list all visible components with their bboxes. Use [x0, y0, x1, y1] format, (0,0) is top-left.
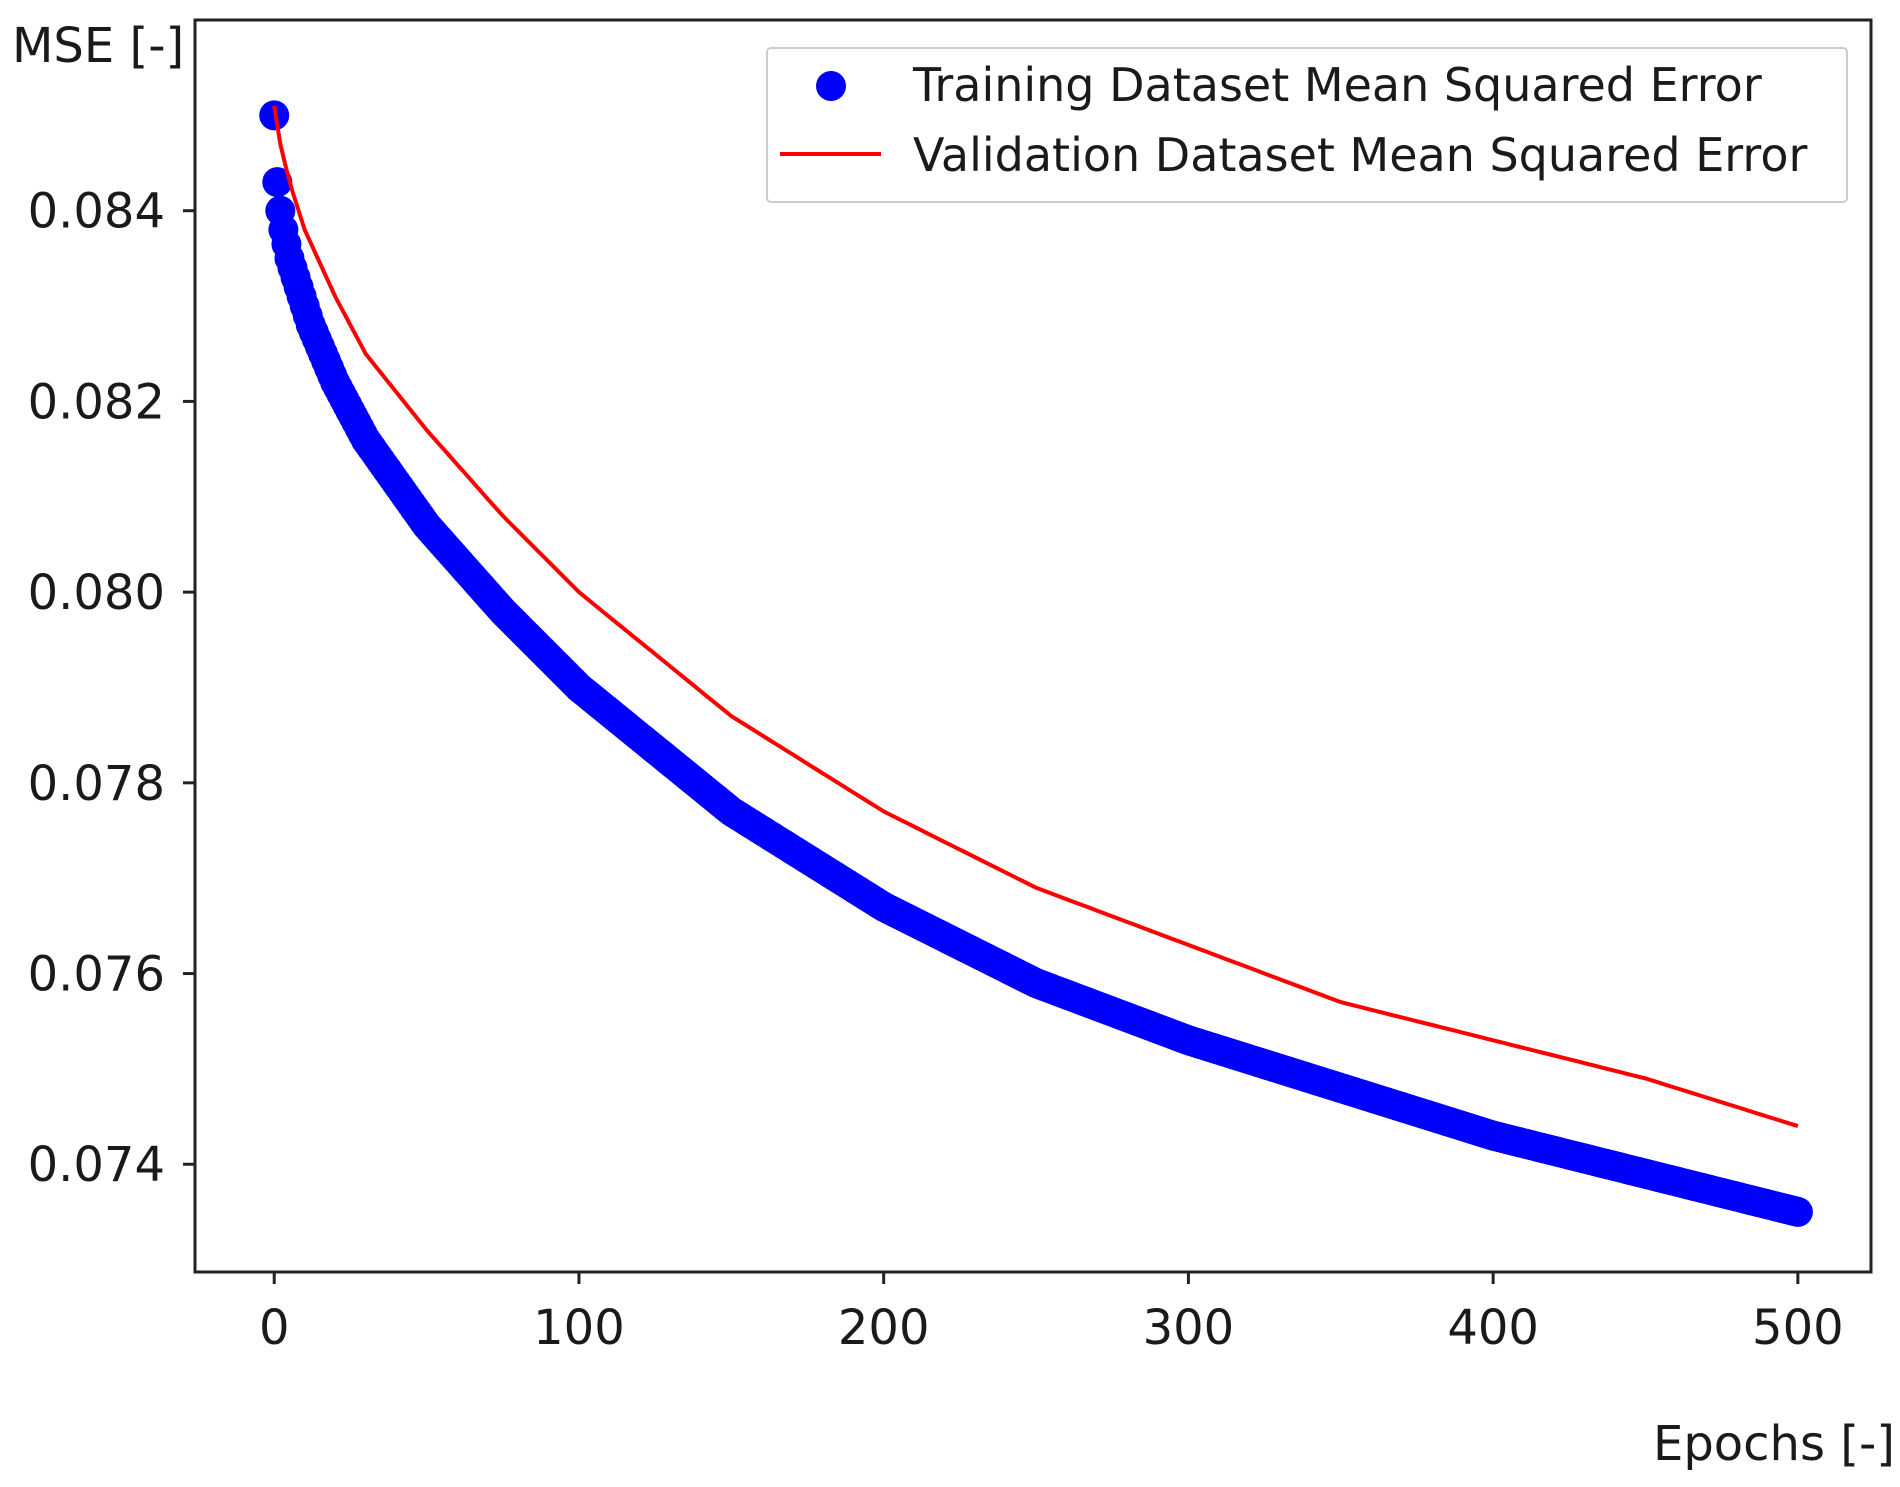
y-tick-label-0.074: 0.074: [28, 1137, 165, 1193]
legend: Training Dataset Mean Squared Error Vali…: [766, 47, 1848, 203]
training-series: [259, 100, 1813, 1227]
legend-training-marker: [816, 71, 846, 101]
x-axis-label: Epochs [-]: [1653, 1416, 1895, 1472]
legend-box: [766, 47, 1848, 203]
plot-area: [193, 18, 1873, 1274]
training-point: [262, 167, 293, 198]
training-point: [1782, 1196, 1813, 1227]
plot-clip-group: [259, 100, 1813, 1227]
x-tick-label-0: 0: [259, 1300, 290, 1356]
y-tick-label-0.078: 0.078: [28, 756, 165, 812]
validation-line: [272, 105, 1799, 1129]
legend-validation-label: Validation Dataset Mean Squared Error: [913, 128, 1807, 182]
x-tick-label-100: 100: [533, 1300, 625, 1356]
y-tick-label-0.080: 0.080: [28, 565, 165, 621]
x-tick-label-200: 200: [838, 1300, 930, 1356]
y-tick-label-0.084: 0.084: [28, 184, 165, 240]
x-tick-label-500: 500: [1752, 1300, 1844, 1356]
y-axis-label: MSE [-]: [12, 18, 184, 74]
y-tick-label-0.082: 0.082: [28, 374, 165, 430]
y-tick-label-0.076: 0.076: [28, 947, 165, 1003]
x-tick-label-400: 400: [1447, 1300, 1539, 1356]
ticks-group: 0 100 200 300 400 500 0.074 0.076 0.078 0.080 0.08…: [28, 184, 1844, 1356]
legend-training-label: Training Dataset Mean Squared Error: [912, 58, 1762, 112]
x-tick-label-300: 300: [1143, 1300, 1235, 1356]
